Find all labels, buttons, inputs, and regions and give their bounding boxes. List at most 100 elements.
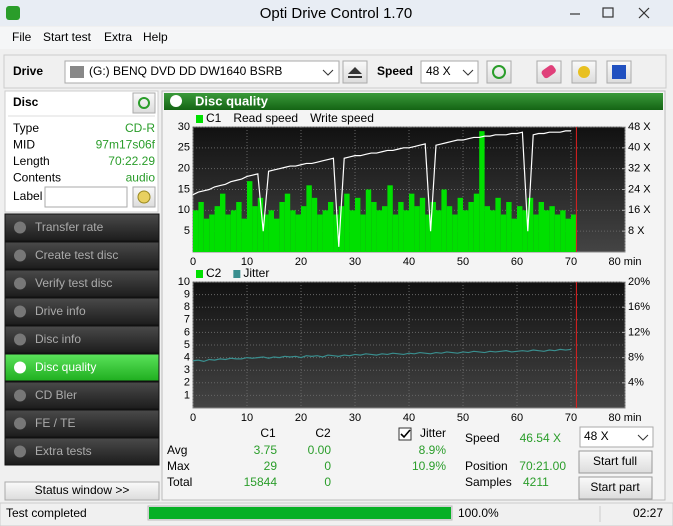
- nav-button[interactable]: [4, 213, 160, 242]
- nav-button[interactable]: [4, 437, 160, 466]
- bar: [365, 189, 372, 252]
- disc-title: Disc: [13, 95, 39, 109]
- bar: [252, 206, 258, 252]
- y2-tick-label: 12%: [628, 326, 650, 338]
- y2-tick-label: 48 X: [628, 121, 651, 133]
- x-tick-label: 30: [349, 256, 361, 268]
- jitter-checkbox[interactable]: [398, 427, 412, 441]
- y-tick-label: 30: [178, 121, 190, 133]
- bar: [349, 210, 355, 252]
- legend-label: Jitter: [243, 266, 269, 280]
- nav-icon: [14, 389, 26, 402]
- dropdown-arrow: [322, 69, 334, 76]
- x-tick-label: 60: [511, 256, 523, 268]
- nav-button[interactable]: [4, 353, 160, 382]
- nav-icon: [14, 221, 26, 234]
- bar: [484, 206, 490, 252]
- disc-field-value: CD-R: [125, 121, 155, 135]
- y-tick-label: 20: [178, 163, 190, 175]
- bar: [430, 202, 436, 252]
- nav-button[interactable]: [4, 269, 160, 298]
- window-title: Opti Drive Control 1.70: [260, 5, 413, 22]
- nav-icon: [14, 305, 26, 318]
- bar: [290, 210, 296, 252]
- start-part-button[interactable]: [578, 476, 653, 500]
- menu-item[interactable]: Start test: [43, 30, 92, 44]
- settings-icon: [578, 66, 590, 78]
- disc-field-label: Length: [13, 154, 50, 168]
- y2-tick-label: 32 X: [628, 163, 651, 175]
- x-tick-label: 20: [295, 412, 307, 424]
- nav-icon: [14, 417, 26, 430]
- legend-label: Read speed: [233, 111, 298, 125]
- samples-value: 4211: [523, 475, 549, 489]
- speed-value: 48 X: [426, 64, 451, 78]
- nav-icon: [14, 361, 26, 374]
- bar: [225, 214, 231, 252]
- y-tick-label: 3: [184, 364, 190, 376]
- stats-value: 0.00: [308, 443, 332, 457]
- nav-button[interactable]: [4, 297, 160, 326]
- progress-text: 100.0%: [458, 506, 499, 520]
- x-tick-label: 80 min: [608, 412, 641, 424]
- label-caption: Label: [13, 189, 42, 203]
- disc-field-value: audio: [126, 171, 156, 185]
- bar: [198, 202, 204, 252]
- bar: [522, 210, 528, 252]
- y-tick-label: 9: [184, 289, 190, 301]
- window-controls[interactable]: [570, 7, 650, 19]
- dropdown-arrow: [637, 434, 649, 441]
- bar: [409, 193, 415, 252]
- x-tick-label: 40: [403, 412, 415, 424]
- menu-item[interactable]: Extra: [104, 30, 132, 44]
- nav-button[interactable]: [4, 381, 160, 410]
- stats-value: 29: [264, 459, 278, 473]
- bar: [549, 206, 555, 252]
- test-speed-select[interactable]: [579, 426, 654, 448]
- refresh-button[interactable]: [486, 60, 512, 84]
- stats-header: C2: [315, 426, 331, 440]
- eject-icon: [348, 67, 362, 78]
- label-input[interactable]: [44, 186, 128, 208]
- dropdown-arrow: [462, 69, 474, 76]
- nav-button[interactable]: [4, 409, 160, 438]
- disc-field-label: Type: [13, 121, 39, 135]
- menu-item[interactable]: File: [12, 30, 32, 44]
- status-window-text: Status window >>: [35, 483, 130, 497]
- y2-tick-label: 16 X: [628, 204, 651, 216]
- legend-swatch: [196, 115, 203, 123]
- bar: [241, 218, 247, 252]
- app-icon: [6, 6, 20, 20]
- y2-tick-label: 8 X: [628, 225, 645, 237]
- x-tick-label: 0: [190, 256, 196, 268]
- legend-label: C2: [206, 266, 222, 280]
- bar: [452, 214, 458, 252]
- nav-button[interactable]: [4, 241, 160, 270]
- disc-refresh-button[interactable]: [132, 92, 156, 114]
- nav-icon: [14, 333, 26, 346]
- nav-button[interactable]: [4, 325, 160, 354]
- menu-item[interactable]: Help: [143, 30, 168, 44]
- bar: [306, 185, 312, 252]
- bar: [571, 214, 577, 252]
- stats-row-label: Max: [167, 459, 190, 473]
- bar: [279, 202, 285, 252]
- start-part-text: Start part: [590, 480, 640, 494]
- bar: [495, 197, 501, 252]
- bar: [392, 214, 399, 252]
- status-window-button[interactable]: [4, 481, 160, 501]
- y2-tick-label: 16%: [628, 301, 650, 313]
- bar: [419, 197, 426, 252]
- save-icon: [612, 65, 626, 79]
- start-full-button[interactable]: [578, 450, 653, 474]
- speed-value: 46.54 X: [520, 431, 561, 445]
- stats-value: 10.9%: [412, 459, 446, 473]
- stats-value: 0: [324, 475, 331, 489]
- drive-select[interactable]: [64, 60, 340, 84]
- check-mark: [400, 429, 411, 439]
- x-tick-label: 50: [457, 256, 469, 268]
- stats-value: 0: [324, 459, 331, 473]
- y2-tick-label: 20%: [628, 276, 650, 288]
- speed-select[interactable]: [420, 60, 479, 84]
- bar: [220, 193, 226, 252]
